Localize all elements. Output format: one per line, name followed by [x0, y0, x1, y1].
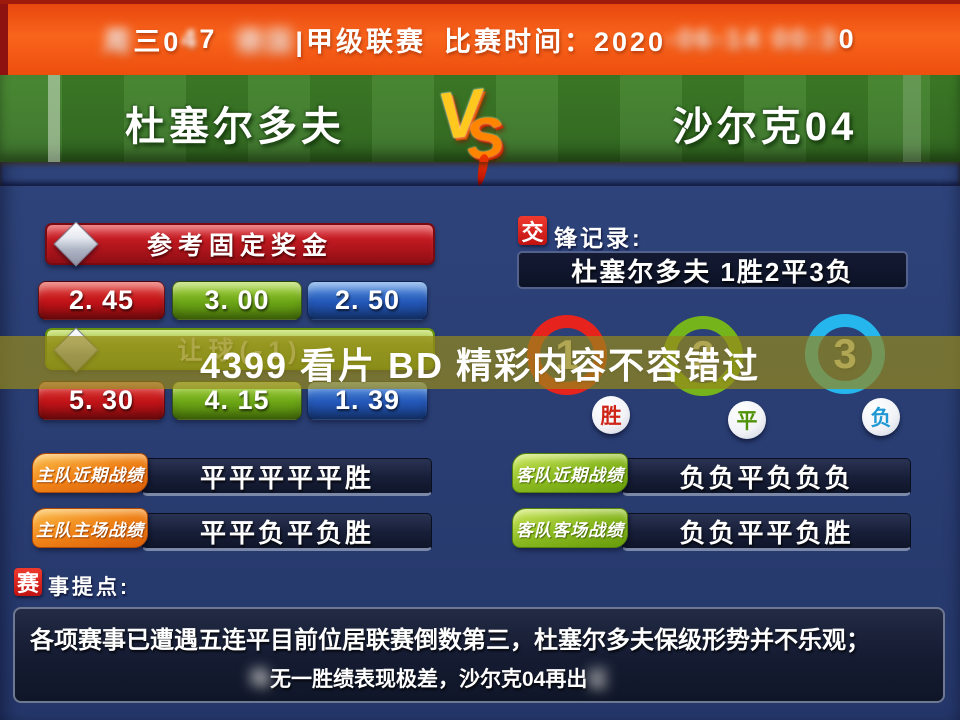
fixed-odds-home-button[interactable]: 2. 45 [38, 281, 165, 320]
home-venue-results: 平平负平负胜 [142, 513, 432, 551]
league-name: |甲级联赛 [295, 27, 426, 57]
home-venue-tag: 主队主场战绩 [32, 508, 148, 548]
match-number-blur: 4 [181, 24, 200, 54]
h2h-summary: 杜塞尔多夫 1胜2平3负 [517, 251, 908, 289]
tips-line-1: 各项赛事已遭遇五连平目前位居联赛倒数第三，杜塞尔多夫保级形势并不乐观； [30, 627, 870, 654]
match-date-blur: -06-14 00:3 [666, 24, 839, 54]
match-info-text: 周三0 4 7 德国 |甲级联赛 比赛时间：2020 -06-14 00:3 0 [0, 4, 960, 75]
pitch-line-right [903, 75, 921, 162]
away-team-name: 沙尔克04 [672, 105, 858, 149]
match-day-blur: 周 [103, 27, 134, 57]
match-number-end: 7 [199, 24, 218, 54]
loss-badge: 负 [862, 398, 900, 436]
away-recent-results: 负负平负负负 [622, 458, 911, 496]
fixed-odds-away-button[interactable]: 2. 50 [307, 281, 428, 320]
pitch-dirt-strip [0, 162, 960, 186]
match-time-end: 0 [838, 24, 857, 54]
match-number: 三0 [133, 27, 182, 57]
tips-label-box: 赛 [14, 568, 42, 596]
away-venue-tag: 客队客场战绩 [512, 508, 628, 548]
fixed-odds-banner: 参考固定奖金 [45, 223, 435, 265]
tips-line2-blur-start: 场 [249, 668, 270, 691]
away-venue-results: 负负平平负胜 [622, 513, 911, 551]
tips-label: 事提点: [48, 576, 130, 599]
home-recent-results: 平平平平平胜 [142, 458, 432, 496]
away-recent-tag: 客队近期战绩 [512, 453, 628, 493]
home-recent-tag: 主队近期战绩 [32, 453, 148, 493]
watermark-text: 4399 看片 BD 精彩内容不容错过 [199, 345, 761, 386]
tips-line2-blur-end: 征 [587, 668, 609, 691]
pitch-backdrop [0, 75, 960, 162]
h2h-label-box: 交 [518, 216, 547, 245]
watermark-band [0, 336, 960, 389]
win-badge: 胜 [592, 396, 630, 434]
home-team-name: 杜塞尔多夫 [125, 105, 345, 149]
header-banner: 周三0 4 7 德国 |甲级联赛 比赛时间：2020 -06-14 00:3 0 [0, 0, 960, 75]
draw-badge: 平 [728, 401, 766, 439]
pitch-line-left [48, 75, 60, 162]
fixed-odds-draw-button[interactable]: 3. 00 [172, 281, 302, 320]
tips-line2-text: 无一胜绩表现极差，沙尔克04再出 [270, 668, 588, 691]
h2h-label: 锋记录: [554, 225, 643, 251]
tips-line-2: 场无一胜绩表现极差，沙尔克04再出征 [249, 663, 943, 693]
tips-panel: 各项赛事已遭遇五连平目前位居联赛倒数第三，杜塞尔多夫保级形势并不乐观； 场无一胜… [13, 607, 945, 703]
league-country-blur: 德国 [235, 27, 296, 57]
match-time-label: 比赛时间：2020 [443, 27, 667, 57]
